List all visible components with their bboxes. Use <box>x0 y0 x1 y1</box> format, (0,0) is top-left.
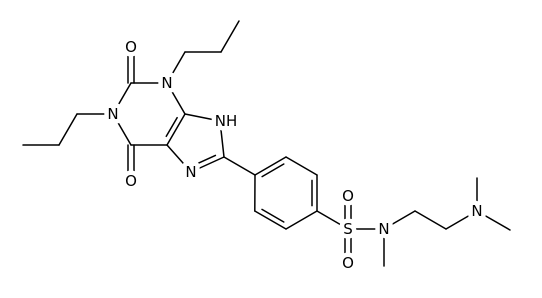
atom-label: N <box>471 202 482 220</box>
atom-label: NH <box>215 112 238 130</box>
atom-label: O <box>342 254 354 272</box>
atom-label: O <box>125 172 137 190</box>
atom-label: O <box>342 187 354 205</box>
atom-label: N <box>378 220 389 238</box>
atom-labels: O N N NH O N S O O N N <box>103 34 487 277</box>
atom-label: S <box>343 220 353 238</box>
bonds <box>22 20 511 267</box>
atom-label: N <box>161 74 172 92</box>
atom-label: N <box>185 163 196 181</box>
atom-label: N <box>107 105 118 123</box>
atom-label: O <box>125 38 137 56</box>
